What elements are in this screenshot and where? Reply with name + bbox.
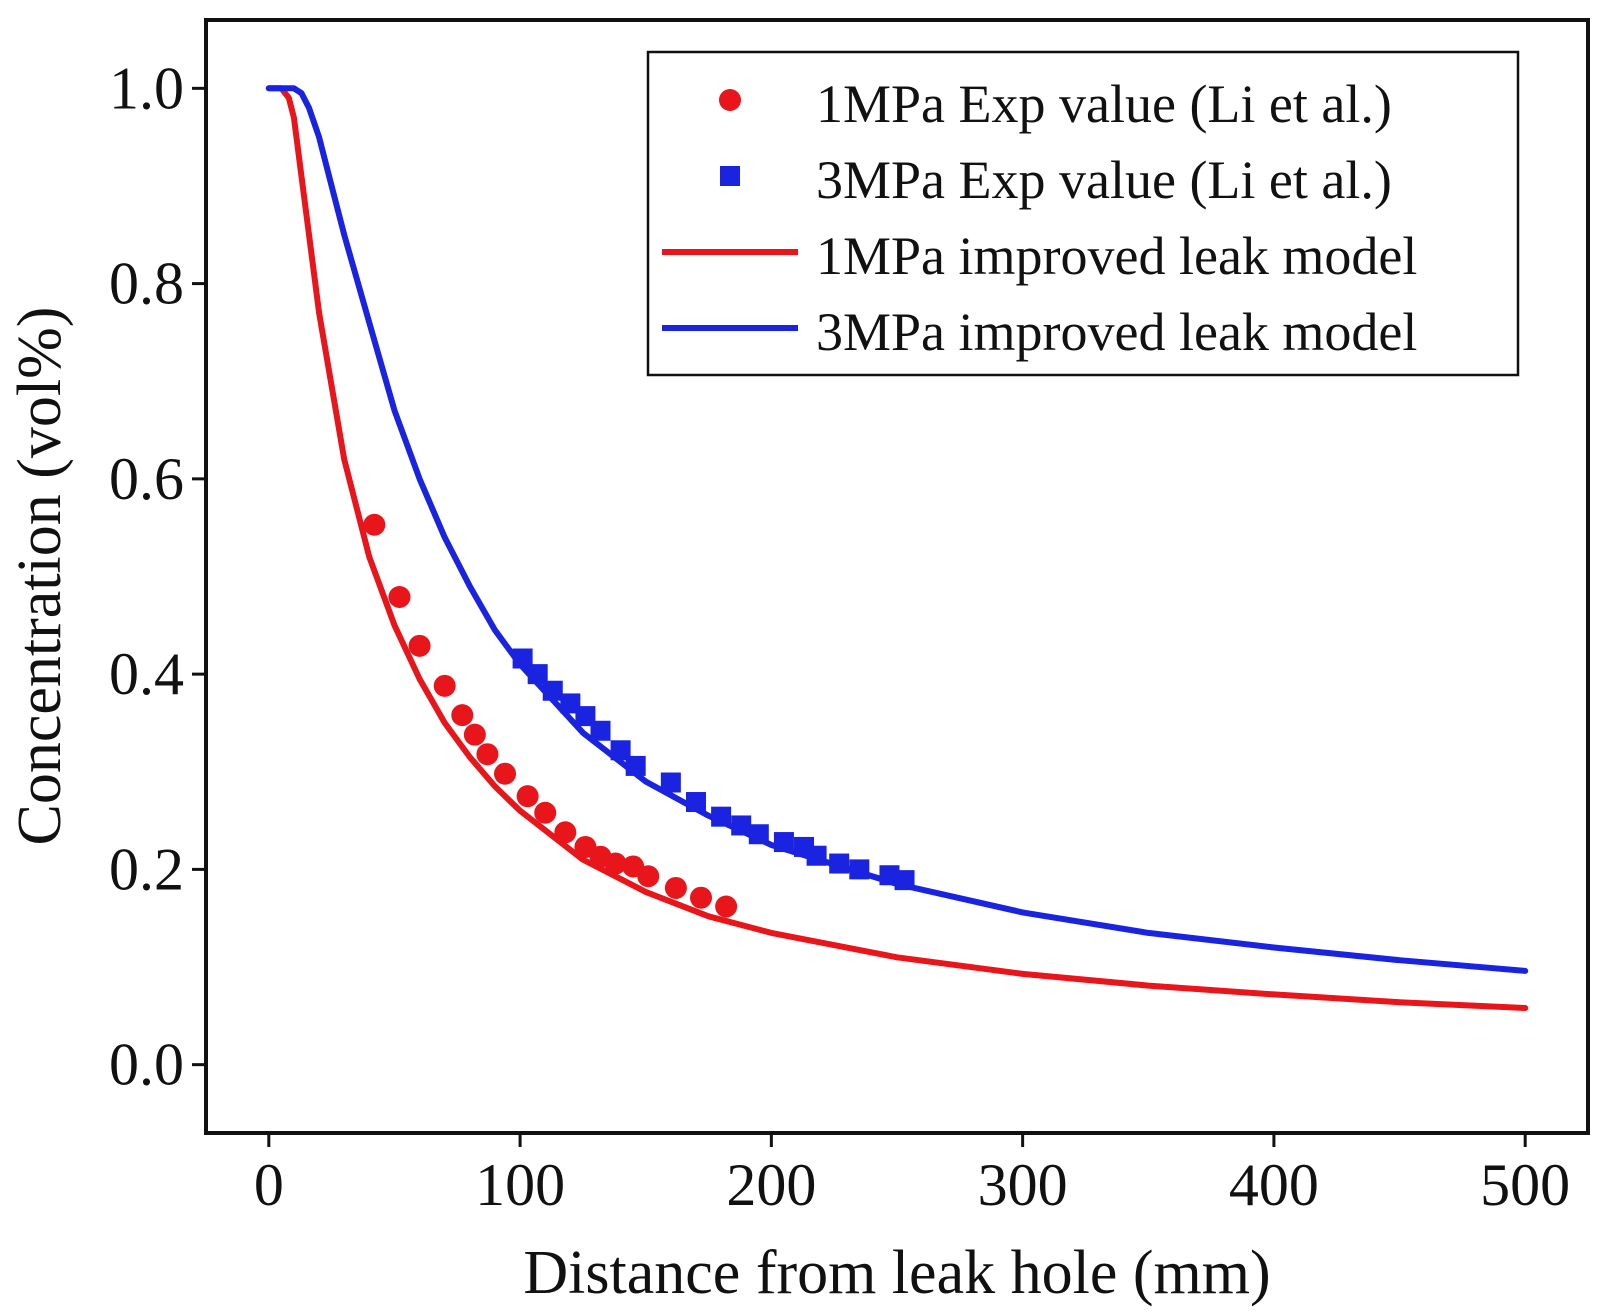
x-tick-label: 400 <box>1229 1152 1319 1218</box>
data-point-0 <box>516 785 539 808</box>
y-tick-label: 0.0 <box>109 1032 184 1098</box>
y-axis-ticks: 0.0 0.2 0.4 0.6 0.8 1.0 <box>109 55 206 1098</box>
data-point-1 <box>685 792 706 813</box>
data-point-1 <box>894 870 915 891</box>
legend-swatch-square <box>720 166 740 186</box>
data-point-1 <box>590 720 611 741</box>
x-tick-label: 300 <box>978 1152 1068 1218</box>
data-point-1 <box>731 815 752 836</box>
legend-label: 3MPa improved leak model <box>816 302 1417 362</box>
data-point-0 <box>388 586 411 609</box>
y-tick-label: 0.6 <box>109 446 184 512</box>
data-point-1 <box>711 806 732 827</box>
data-point-1 <box>849 859 870 880</box>
data-point-0 <box>494 762 517 785</box>
x-tick-label: 500 <box>1480 1152 1570 1218</box>
data-point-0 <box>715 895 738 918</box>
data-point-0 <box>451 704 474 727</box>
data-point-1 <box>560 693 581 714</box>
x-tick-label: 0 <box>254 1152 284 1218</box>
data-point-1 <box>806 845 827 866</box>
y-tick-label: 0.4 <box>109 641 184 707</box>
series-line-2 <box>265 85 1529 1011</box>
legend: 1MPa Exp value (Li et al.) 3MPa Exp value… <box>646 50 1520 377</box>
legend-label: 1MPa improved leak model <box>816 226 1417 286</box>
data-point-1 <box>829 853 850 874</box>
data-point-0 <box>433 674 456 697</box>
y-axis-title: Concentration (vol%) <box>6 307 74 846</box>
data-point-1 <box>512 648 533 669</box>
x-tick-label: 200 <box>726 1152 816 1218</box>
plot-frame <box>204 18 1590 1135</box>
data-point-0 <box>408 634 431 657</box>
data-point-0 <box>534 801 557 824</box>
data-point-1 <box>748 824 769 845</box>
data-point-1 <box>879 865 900 886</box>
data-point-1 <box>773 832 794 853</box>
legend-label: 1MPa Exp value (Li et al.) <box>816 74 1392 134</box>
y-tick-label: 0.2 <box>109 836 184 902</box>
data-point-1 <box>625 755 646 776</box>
data-point-0 <box>476 743 499 766</box>
data-point-0 <box>637 865 660 888</box>
data-point-1 <box>660 772 681 793</box>
y-tick-label: 1.0 <box>109 55 184 121</box>
data-point-1 <box>542 680 563 701</box>
data-point-0 <box>690 886 713 909</box>
data-point-1 <box>527 664 548 685</box>
x-tick-label: 100 <box>475 1152 565 1218</box>
x-axis-title: Distance from leak hole (mm) <box>523 1239 1270 1307</box>
data-point-0 <box>363 513 386 536</box>
legend-label: 3MPa Exp value (Li et al.) <box>816 150 1392 210</box>
x-axis-ticks: 0 100 200 300 400 500 <box>254 1133 1570 1218</box>
data-point-1 <box>575 706 596 727</box>
series-line-3 <box>265 85 1529 974</box>
series-layer <box>265 85 1529 1011</box>
data-point-0 <box>604 852 627 875</box>
data-point-0 <box>554 821 577 844</box>
data-point-0 <box>463 723 486 746</box>
data-point-1 <box>610 740 631 761</box>
data-point-0 <box>664 876 687 899</box>
legend-box <box>646 50 1520 377</box>
y-tick-label: 0.8 <box>109 251 184 317</box>
legend-swatch-circle <box>719 89 741 111</box>
